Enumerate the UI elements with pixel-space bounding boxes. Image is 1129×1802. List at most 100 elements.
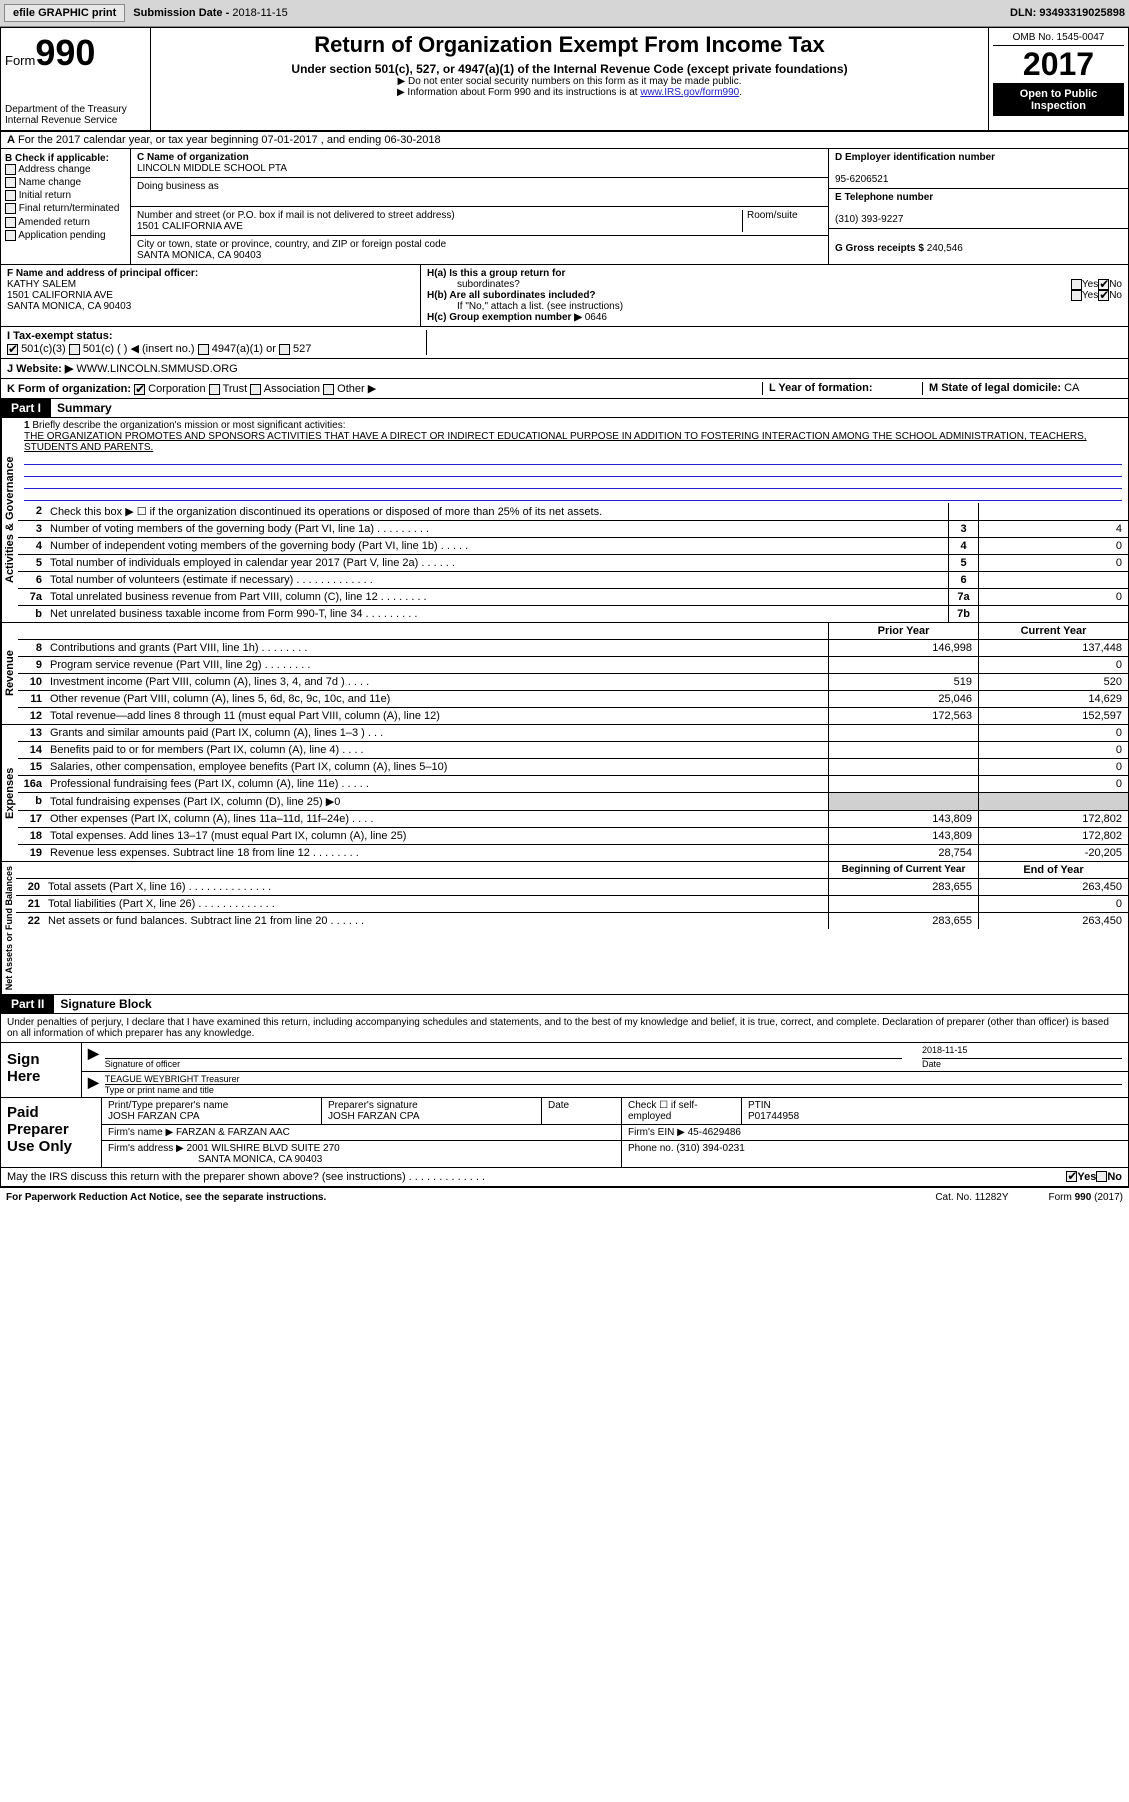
preparer-name: JOSH FARZAN CPA [108, 1111, 200, 1122]
cb-Hb-no[interactable] [1098, 290, 1109, 301]
ptin-value: P01744958 [748, 1111, 799, 1122]
line-19: 19Revenue less expenses. Subtract line 1… [18, 845, 1128, 861]
ein-box: D Employer identification number 95-6206… [829, 149, 1128, 189]
officer-name: KATHY SALEM [7, 279, 76, 290]
line-9: 9Program service revenue (Part VIII, lin… [18, 657, 1128, 674]
submission-label: Submission Date - 2018-11-15 [133, 7, 287, 19]
net-header: Beginning of Current Year End of Year [16, 862, 1128, 879]
line-11: 11Other revenue (Part VIII, column (A), … [18, 691, 1128, 708]
city-box: City or town, state or province, country… [131, 236, 828, 264]
line-3: 3Number of voting members of the governi… [18, 521, 1128, 538]
cb-initial-return[interactable]: Initial return [5, 190, 126, 201]
header-center: Return of Organization Exempt From Incom… [151, 28, 988, 130]
part1-net-assets: Net Assets or Fund Balances Beginning of… [1, 862, 1128, 995]
row-A: A For the 2017 calendar year, or tax yea… [1, 132, 1128, 149]
line-16a: 16aProfessional fundraising fees (Part I… [18, 776, 1128, 793]
line-4: 4Number of independent voting members of… [18, 538, 1128, 555]
phone-box: E Telephone number (310) 393-9227 [829, 189, 1128, 229]
efile-button[interactable]: efile GRAPHIC print [4, 4, 125, 22]
phone-value: (310) 393-9227 [835, 214, 903, 225]
cb-Ha-yes[interactable] [1071, 279, 1082, 290]
cb-corp[interactable] [134, 384, 145, 395]
sign-here-label: Sign Here [1, 1043, 81, 1097]
city-state-zip: SANTA MONICA, CA 90403 [137, 250, 261, 261]
cb-527[interactable] [279, 344, 290, 355]
header-right: OMB No. 1545-0047 2017 Open to PublicIns… [988, 28, 1128, 130]
cb-501c[interactable] [69, 344, 80, 355]
cb-trust[interactable] [209, 384, 220, 395]
side-revenue: Revenue [1, 623, 18, 724]
org-name-box: C Name of organization LINCOLN MIDDLE SC… [131, 149, 828, 178]
section-B-to-G: B Check if applicable: Address change Na… [1, 149, 1128, 265]
note2: ▶ Information about Form 990 and its ins… [159, 87, 980, 98]
ein-value: 95-6206521 [835, 174, 888, 185]
header-left: Form990 Department of the Treasury Inter… [1, 28, 151, 130]
line-13: 13Grants and similar amounts paid (Part … [18, 725, 1128, 742]
cb-final-return[interactable]: Final return/terminated [5, 203, 126, 214]
inspection-label: Open to PublicInspection [993, 84, 1124, 116]
col-CDE: C Name of organization LINCOLN MIDDLE SC… [131, 149, 828, 264]
form-header: Form990 Department of the Treasury Inter… [1, 28, 1128, 132]
cb-4947[interactable] [198, 344, 209, 355]
line-15: 15Salaries, other compensation, employee… [18, 759, 1128, 776]
row-J: J Website: ▶ WWW.LINCOLN.SMMUSD.ORG [1, 359, 1128, 379]
cb-501c3[interactable] [7, 344, 18, 355]
line-20: 20Total assets (Part X, line 16) . . . .… [16, 879, 1128, 896]
paperwork-notice: For Paperwork Reduction Act Notice, see … [6, 1192, 326, 1203]
part1-header: Part ISummary [1, 399, 1128, 418]
note1: ▶ Do not enter social security numbers o… [159, 76, 980, 87]
part1-activities-governance: Activities & Governance 1 Briefly descri… [1, 418, 1128, 623]
part1-revenue: Revenue Prior Year Current Year 8Contrib… [1, 623, 1128, 725]
line-b: bNet unrelated business taxable income f… [18, 606, 1128, 622]
firm-name: FARZAN & FARZAN AAC [176, 1127, 290, 1138]
gross-receipts-box: G Gross receipts $ 240,546 [829, 229, 1128, 257]
line-8: 8Contributions and grants (Part VIII, li… [18, 640, 1128, 657]
line-1: 1 Briefly describe the organization's mi… [18, 418, 1128, 503]
cb-address-change[interactable]: Address change [5, 164, 126, 175]
omb-number: OMB No. 1545-0047 [993, 32, 1124, 46]
cb-discuss-no[interactable] [1096, 1171, 1107, 1182]
part1-expenses: Expenses 13Grants and similar amounts pa… [1, 725, 1128, 862]
gross-receipts-value: 240,546 [927, 243, 963, 254]
line-18: 18Total expenses. Add lines 13–17 (must … [18, 828, 1128, 845]
line-17: 17Other expenses (Part IX, column (A), l… [18, 811, 1128, 828]
cb-name-change[interactable]: Name change [5, 177, 126, 188]
tax-year: 2017 [993, 46, 1124, 84]
dba-box: Doing business as [131, 178, 828, 207]
sign-date: 2018-11-15 [922, 1045, 1122, 1059]
cb-application-pending[interactable]: Application pending [5, 230, 126, 241]
cb-amended-return[interactable]: Amended return [5, 217, 126, 228]
dln-label: DLN: 93493319025898 [1010, 7, 1125, 19]
website-value: WWW.LINCOLN.SMMUSD.ORG [76, 363, 237, 375]
toolbar: efile GRAPHIC print Submission Date - 20… [0, 0, 1129, 27]
firm-ein: 45-4629486 [688, 1127, 741, 1138]
street-address: 1501 CALIFORNIA AVE [137, 221, 243, 232]
line-12: 12Total revenue—add lines 8 through 11 (… [18, 708, 1128, 724]
line-21: 21Total liabilities (Part X, line 26) . … [16, 896, 1128, 913]
line-10: 10Investment income (Part VIII, column (… [18, 674, 1128, 691]
discuss-row: May the IRS discuss this return with the… [1, 1168, 1128, 1187]
cb-assoc[interactable] [250, 384, 261, 395]
line-b: bTotal fundraising expenses (Part IX, co… [18, 793, 1128, 811]
declaration: Under penalties of perjury, I declare th… [1, 1014, 1128, 1043]
paid-preparer-block: Paid Preparer Use Only Print/Type prepar… [1, 1098, 1128, 1168]
line-7a: 7aTotal unrelated business revenue from … [18, 589, 1128, 606]
form-title: Return of Organization Exempt From Incom… [159, 32, 980, 58]
cb-Hb-yes[interactable] [1071, 290, 1082, 301]
rev-header: Prior Year Current Year [18, 623, 1128, 640]
address-box: Number and street (or P.O. box if mail i… [131, 207, 828, 236]
page-footer: For Paperwork Reduction Act Notice, see … [0, 1188, 1129, 1207]
irs-link[interactable]: www.IRS.gov/form990 [640, 87, 739, 98]
side-net-assets: Net Assets or Fund Balances [1, 862, 16, 994]
paid-preparer-label: Paid Preparer Use Only [1, 1098, 101, 1167]
cb-other[interactable] [323, 384, 334, 395]
firm-phone: (310) 394-0231 [676, 1143, 744, 1154]
irs-label: Internal Revenue Service [5, 115, 146, 126]
cb-discuss-yes[interactable] [1066, 1171, 1077, 1182]
part2-header: Part IISignature Block [1, 995, 1128, 1014]
form-version: Form 990 (2017) [1049, 1192, 1123, 1203]
col-H: H(a) Is this a group return for subordin… [421, 265, 1128, 326]
row-KLM: K Form of organization: Corporation Trus… [1, 379, 1128, 399]
row-F-H: F Name and address of principal officer:… [1, 265, 1128, 327]
line-6: 6Total number of volunteers (estimate if… [18, 572, 1128, 589]
